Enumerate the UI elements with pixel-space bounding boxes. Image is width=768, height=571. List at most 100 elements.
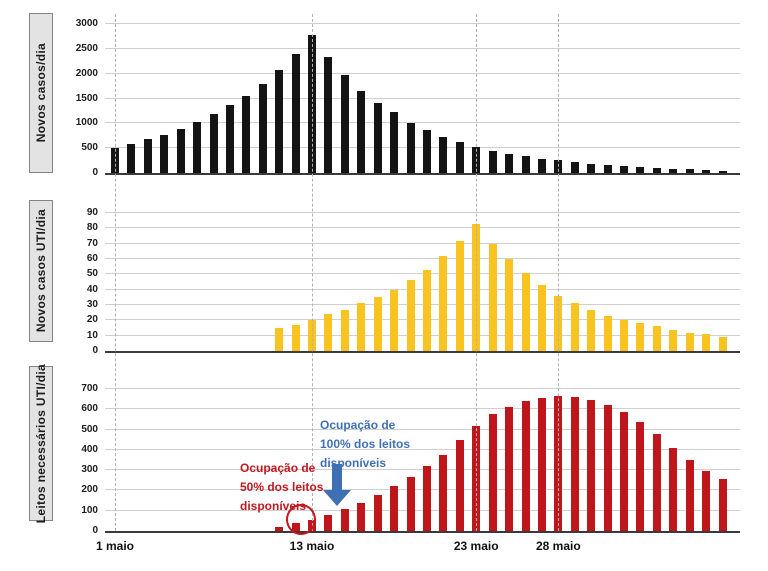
bar [373, 102, 382, 173]
gridline [105, 273, 740, 275]
bar [488, 414, 497, 531]
bar [340, 75, 349, 173]
bar [291, 324, 300, 351]
bar [669, 329, 678, 351]
bar [439, 454, 448, 531]
annotation-100pct-line1: Ocupação de [320, 418, 396, 432]
gridline [105, 147, 740, 149]
y-tick-label: 500 [81, 423, 98, 435]
gridline [105, 408, 740, 410]
bar [521, 156, 530, 173]
y-tick-label: 3000 [75, 18, 98, 29]
gridline [105, 23, 740, 24]
y-tick-label: 2000 [75, 67, 98, 79]
bar [242, 95, 251, 173]
bar [669, 168, 678, 173]
bar [488, 150, 497, 173]
bar [603, 315, 612, 351]
x-axis-label: 13 maio [289, 539, 335, 553]
bar [324, 56, 333, 173]
gridline [105, 122, 740, 124]
y-tick-label: 400 [81, 443, 98, 455]
bar [373, 297, 382, 351]
x-axis-label: 1 maio [95, 539, 134, 553]
bar [669, 447, 678, 531]
bar [587, 400, 596, 531]
y-tick-label: 0 [92, 167, 98, 178]
bar [291, 54, 300, 173]
bar [685, 169, 694, 173]
bar [340, 508, 349, 531]
bar [603, 405, 612, 531]
bar [587, 163, 596, 173]
bar [373, 494, 382, 531]
date-gridline [476, 14, 478, 531]
x-axis-label: 23 maio [453, 539, 499, 553]
y-tick-label: 600 [81, 403, 98, 415]
y-tick-label: 300 [81, 464, 98, 476]
gridline [105, 448, 740, 450]
bar [652, 326, 661, 351]
bar [718, 479, 727, 531]
bar [439, 136, 448, 173]
bar [275, 328, 284, 351]
gridline [105, 258, 740, 259]
y-tick-label: 1000 [75, 117, 98, 129]
annotation-50pct-line1: Ocupação de [240, 461, 316, 475]
bar [685, 332, 694, 351]
y-tick-label: 20 [86, 314, 98, 326]
bar [390, 486, 399, 531]
bar [340, 309, 349, 351]
y-tick-label: 40 [86, 283, 98, 295]
bar [488, 243, 497, 351]
gridline [105, 428, 740, 430]
bar [570, 397, 579, 531]
y-tick-label: 0 [92, 345, 98, 356]
chart1-ylabel: Novos casos/dia [34, 43, 48, 143]
gridline [105, 242, 740, 244]
bar [685, 460, 694, 531]
x-axis-label: 28 maio [535, 539, 581, 553]
y-tick-label: 70 [86, 237, 98, 249]
bar [620, 166, 629, 173]
bar [422, 269, 431, 351]
bar [702, 334, 711, 351]
bar [275, 526, 284, 531]
bar [505, 153, 514, 173]
bar [636, 167, 645, 173]
gridline [105, 388, 740, 389]
date-gridline [312, 14, 314, 531]
bar [521, 272, 530, 351]
bar [127, 143, 136, 173]
bar [225, 105, 234, 173]
bar [193, 122, 202, 173]
bar [603, 164, 612, 173]
date-gridline [558, 14, 560, 531]
bar [537, 158, 546, 173]
bar [620, 320, 629, 351]
bar [357, 90, 366, 173]
bar [324, 514, 333, 531]
gridline [105, 288, 740, 290]
chart1-ylabel-box: Novos casos/dia [29, 13, 53, 173]
bar [505, 259, 514, 351]
bar [587, 309, 596, 351]
bar [718, 170, 727, 173]
gridline [105, 334, 740, 336]
bar [390, 112, 399, 173]
bar [209, 114, 218, 173]
gridline [105, 304, 740, 305]
bar [455, 142, 464, 173]
bar [537, 285, 546, 351]
bar [521, 401, 530, 531]
chart1-plot-area [105, 23, 740, 175]
bar [439, 255, 448, 351]
bar [176, 129, 185, 173]
annotation-100pct-line2: 100% dos leitos [320, 437, 411, 451]
chart2-plot-area [105, 212, 740, 353]
chart2-ylabel-box: Novos casos UTI/dia [29, 200, 53, 342]
bar [160, 134, 169, 173]
gridline [105, 97, 740, 99]
bar [636, 323, 645, 351]
